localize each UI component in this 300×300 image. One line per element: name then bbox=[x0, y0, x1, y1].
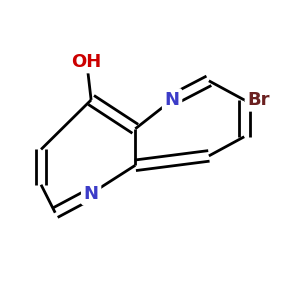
Text: N: N bbox=[165, 91, 180, 109]
Text: Br: Br bbox=[248, 91, 270, 109]
Text: OH: OH bbox=[72, 53, 102, 71]
Text: N: N bbox=[84, 184, 99, 202]
